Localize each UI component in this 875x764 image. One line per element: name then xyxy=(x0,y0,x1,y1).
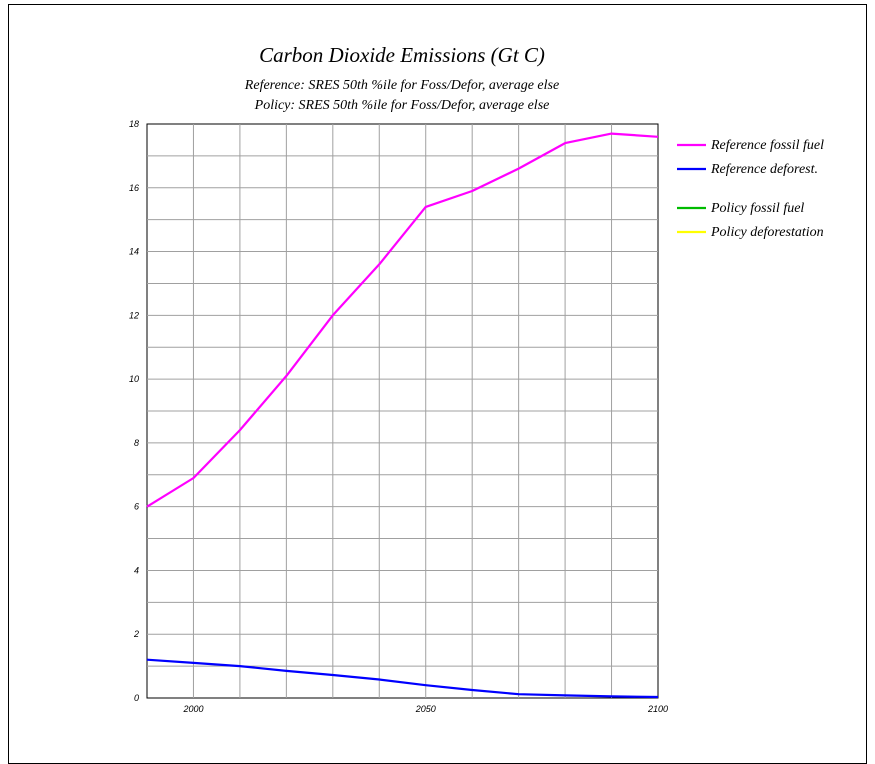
y-tick-label: 6 xyxy=(134,502,139,512)
x-axis-ticks: 2000 2050 2100 xyxy=(182,704,668,714)
series-lines xyxy=(146,132,659,699)
x-tick-label: 2000 xyxy=(182,704,203,714)
plot-grid xyxy=(146,123,659,699)
chart-title: Carbon Dioxide Emissions (Gt C) xyxy=(259,43,545,67)
y-tick-label: 16 xyxy=(129,183,139,193)
series-line-reference-fossil-fuel xyxy=(146,132,659,508)
y-tick-label: 2 xyxy=(133,629,139,639)
x-tick-label: 2100 xyxy=(647,704,668,714)
legend-label-policy-deforestation: Policy deforestation xyxy=(710,225,824,240)
legend-label-policy-fossil-fuel: Policy fossil fuel xyxy=(710,201,804,216)
y-tick-label: 12 xyxy=(129,310,139,320)
chart-subtitle-reference: Reference: SRES 50th %ile for Foss/Defor… xyxy=(244,78,559,93)
y-tick-label: 0 xyxy=(134,693,139,703)
legend-label-reference-fossil-fuel: Reference fossil fuel xyxy=(710,138,824,153)
legend-label-reference-deforest: Reference deforest. xyxy=(710,162,818,177)
y-tick-label: 10 xyxy=(129,374,139,384)
x-tick-label: 2050 xyxy=(415,704,436,714)
legend: Reference fossil fuel Reference deforest.… xyxy=(677,138,824,240)
series-line-reference-deforest xyxy=(146,658,659,699)
chart-subtitle-policy: Policy: SRES 50th %ile for Foss/Defor, a… xyxy=(254,98,550,113)
y-tick-label: 4 xyxy=(134,565,139,575)
y-axis-ticks: 0 2 4 6 8 10 12 14 16 18 xyxy=(129,119,139,703)
y-tick-label: 18 xyxy=(129,119,139,129)
y-tick-label: 14 xyxy=(129,247,139,257)
y-tick-label: 8 xyxy=(134,438,139,448)
chart: Carbon Dioxide Emissions (Gt C) Referenc… xyxy=(129,43,824,714)
